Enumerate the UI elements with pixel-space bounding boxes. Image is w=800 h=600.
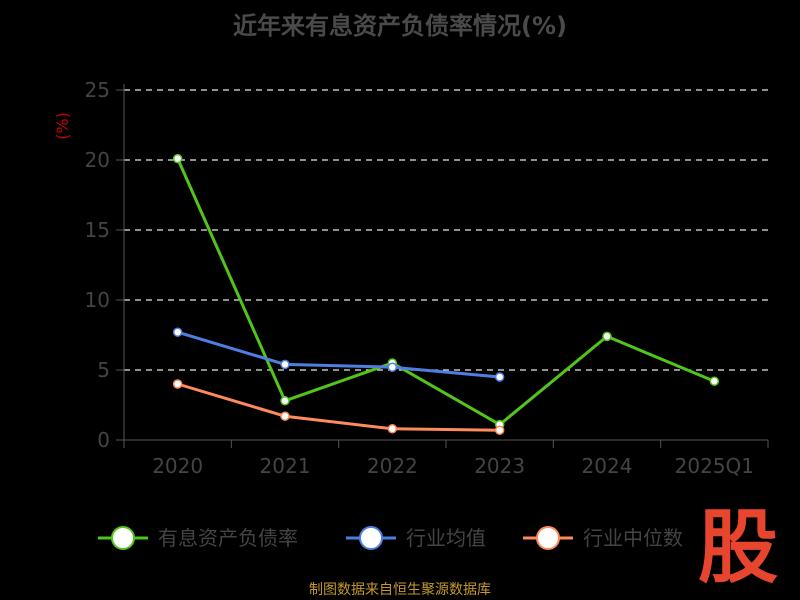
series-line <box>176 157 716 427</box>
x-tick-label: 2023 <box>474 454 525 478</box>
y-tick-label: 15 <box>85 218 110 242</box>
data-point <box>280 359 290 370</box>
legend-swatch-marker <box>536 526 560 550</box>
legend-item: 行业中位数 <box>523 526 683 550</box>
data-point <box>280 411 290 421</box>
data-point <box>494 372 505 382</box>
data-point <box>494 425 505 435</box>
y-tick-label: 25 <box>85 78 110 102</box>
x-tick-label: 2024 <box>582 454 633 478</box>
x-tick-label: 2020 <box>152 454 203 478</box>
data-point <box>280 396 290 406</box>
data-point <box>602 331 612 342</box>
data-point <box>172 327 183 337</box>
legend-label: 有息资产负债率 <box>158 526 298 550</box>
series-0 <box>172 153 720 430</box>
gridlines <box>124 89 768 371</box>
data-point <box>172 153 183 164</box>
data-point <box>387 424 398 434</box>
y-tick-label: 20 <box>85 148 110 172</box>
legend-item: 有息资产负债率 <box>98 526 298 550</box>
series-line <box>176 382 502 432</box>
series-group <box>172 153 720 435</box>
source-note: 制图数据来自恒生聚源数据库 <box>309 582 491 598</box>
axes <box>116 84 769 448</box>
legend-item: 行业均值 <box>346 526 486 550</box>
legend-swatch-marker <box>111 526 135 550</box>
legend: 有息资产负债率 行业均值 行业中位数 <box>98 526 683 550</box>
y-tick-label: 5 <box>97 358 110 382</box>
x-ticks: 2020 2021 2022 2023 2024 2025Q1 <box>152 454 754 478</box>
x-tick-label: 2025Q1 <box>675 454 754 478</box>
series-1 <box>172 327 505 382</box>
y-tick-label: 0 <box>97 428 110 452</box>
series-line <box>176 330 502 379</box>
data-point <box>709 376 720 386</box>
x-tick-label: 2021 <box>260 454 311 478</box>
legend-label: 行业中位数 <box>583 526 683 550</box>
y-tick-label: 10 <box>85 288 110 312</box>
data-point <box>387 362 398 372</box>
watermark-logo: 股 <box>698 501 778 594</box>
x-tick-label: 2022 <box>367 454 418 478</box>
legend-label: 行业均值 <box>406 526 486 550</box>
data-point <box>172 379 183 389</box>
legend-swatch-marker <box>359 526 383 550</box>
y-ticks: 0 5 10 15 20 25 <box>85 78 110 452</box>
chart-title: 近年来有息资产负债率情况(%) <box>233 12 567 40</box>
y-axis-label: (%) <box>53 112 72 140</box>
series-2 <box>172 379 505 435</box>
